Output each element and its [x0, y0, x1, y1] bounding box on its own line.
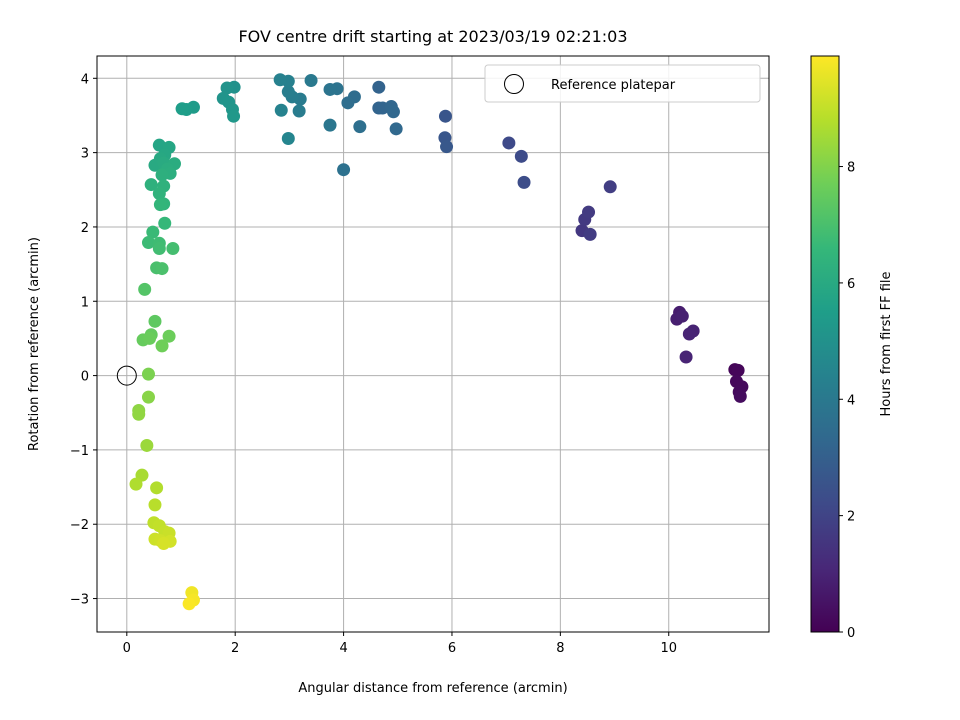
x-tick-label: 0	[123, 641, 131, 656]
data-point	[157, 537, 171, 551]
data-point	[304, 74, 318, 88]
data-point	[682, 327, 696, 341]
x-tick-label: 10	[660, 641, 677, 656]
data-point	[152, 186, 166, 200]
data-point	[274, 103, 288, 117]
y-tick-label: −3	[70, 593, 89, 608]
y-tick-label: 0	[81, 370, 89, 385]
data-point	[141, 236, 155, 250]
y-tick-label: 2	[81, 221, 89, 236]
data-point	[341, 96, 355, 110]
data-point	[337, 163, 351, 177]
data-point	[129, 477, 143, 491]
data-point	[440, 140, 454, 154]
data-point	[162, 329, 176, 343]
data-point	[152, 138, 166, 152]
data-point	[182, 597, 196, 611]
data-point	[679, 350, 693, 364]
reference-platepar-marker	[116, 365, 137, 386]
y-tick-label: −1	[70, 444, 89, 459]
chart-title: FOV centre drift starting at 2023/03/19 …	[238, 27, 627, 46]
data-point	[583, 227, 597, 241]
data-point	[582, 205, 596, 219]
y-axis-label: Rotation from reference (arcmin)	[27, 237, 42, 451]
x-tick-label: 4	[339, 641, 347, 656]
data-point	[132, 407, 146, 421]
data-point	[281, 131, 295, 145]
x-axis-ticks: 0 2 4 6 8 10	[123, 632, 677, 656]
data-point	[155, 168, 169, 182]
data-point	[733, 389, 747, 403]
data-point	[146, 225, 160, 239]
grid	[97, 56, 769, 632]
legend-box	[484, 64, 761, 103]
data-point	[292, 104, 306, 118]
data-point	[603, 180, 617, 194]
data-point	[372, 80, 386, 94]
data-point	[514, 149, 528, 163]
data-point	[153, 198, 167, 212]
data-point	[281, 85, 295, 99]
data-point	[141, 390, 155, 404]
data-point	[273, 73, 287, 87]
y-axis-ticks: −3 −2 −1 0 1 2 3 4	[70, 72, 97, 608]
colorbar-tick-label: 2	[847, 510, 855, 525]
data-point	[152, 241, 166, 255]
data-point	[140, 438, 154, 452]
data-point	[141, 367, 155, 381]
data-point	[148, 314, 162, 328]
data-point	[675, 309, 689, 323]
data-point	[143, 331, 157, 345]
data-point	[155, 262, 169, 276]
data-point	[148, 498, 162, 512]
data-point	[144, 178, 158, 192]
data-point	[386, 105, 400, 119]
data-point	[353, 120, 367, 134]
data-point	[155, 339, 169, 353]
colorbar-tick-label: 6	[847, 277, 855, 292]
y-tick-label: 4	[81, 72, 89, 87]
colorbar-label: Hours from first FF file	[879, 271, 894, 416]
y-tick-label: 1	[81, 295, 89, 310]
x-axis-label: Angular distance from reference (arcmin)	[298, 681, 567, 696]
colorbar-ticks: 0 2 4 6 8	[839, 161, 855, 641]
data-point	[389, 122, 403, 136]
data-point	[220, 81, 234, 95]
legend: Reference platepar	[484, 64, 761, 103]
data-point	[138, 282, 152, 296]
x-tick-label: 8	[556, 641, 564, 656]
data-point	[731, 363, 745, 377]
colorbar-tick-label: 4	[847, 393, 855, 408]
axes-frame	[96, 55, 770, 633]
data-point	[323, 118, 337, 132]
data-point	[158, 216, 172, 230]
y-tick-label: −2	[70, 518, 89, 533]
legend-marker-open-circle	[504, 74, 524, 94]
data-point	[517, 175, 531, 189]
data-point	[323, 82, 337, 96]
legend-label: Reference platepar	[551, 78, 676, 93]
colorbar	[810, 55, 840, 633]
data-point	[150, 481, 164, 495]
data-point	[438, 109, 452, 123]
colorbar-tick-label: 0	[847, 626, 855, 641]
x-tick-label: 2	[231, 641, 239, 656]
data-point	[227, 109, 241, 123]
colorbar-tick-label: 8	[847, 161, 855, 176]
data-point	[502, 136, 516, 150]
data-point	[175, 102, 189, 116]
x-tick-label: 6	[448, 641, 456, 656]
y-tick-label: 3	[81, 147, 89, 162]
scatter-points	[129, 73, 749, 611]
data-point	[166, 241, 180, 255]
